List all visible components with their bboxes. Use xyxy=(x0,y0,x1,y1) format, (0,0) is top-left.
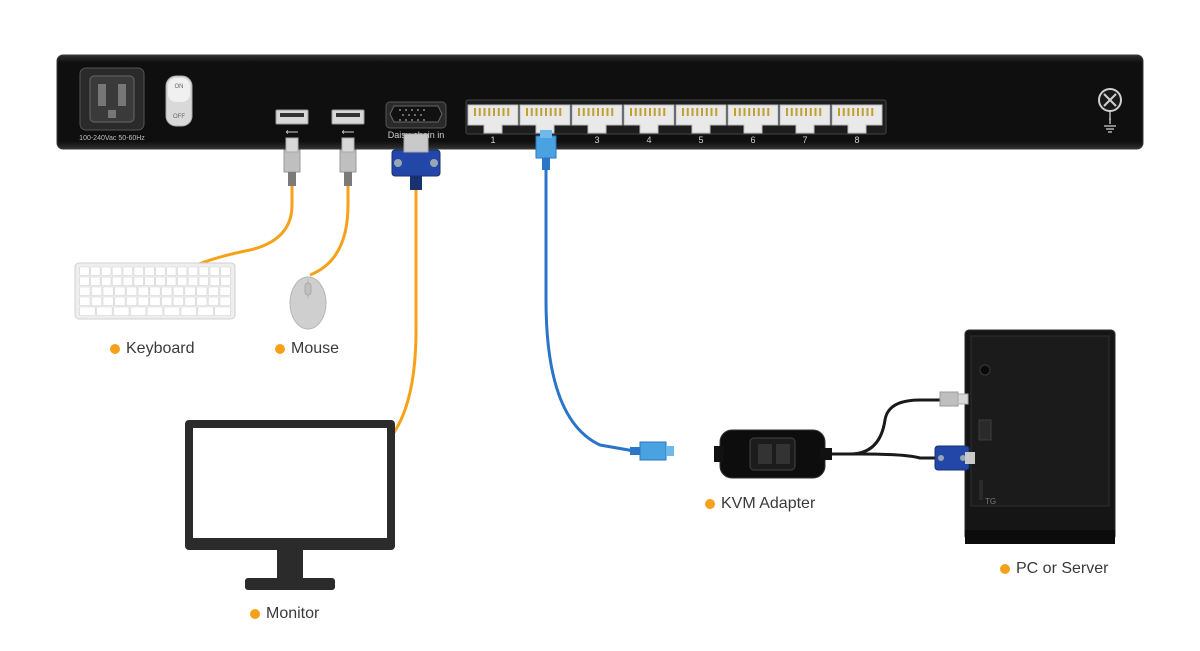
svg-text:6: 6 xyxy=(750,135,755,145)
cable-lan xyxy=(546,140,640,452)
monitor-icon xyxy=(185,420,395,590)
label-kvm: KVM Adapter xyxy=(705,495,815,513)
usb-plug-mouse xyxy=(340,138,356,186)
svg-text:TG: TG xyxy=(985,497,996,506)
label-keyboard-text: Keyboard xyxy=(126,340,195,358)
rj45-plug-bottom xyxy=(630,442,674,460)
svg-text:⟵: ⟵ xyxy=(286,127,299,137)
kvm-adapter-icon xyxy=(714,430,832,478)
svg-text:OFF: OFF xyxy=(173,114,185,120)
pc-icon: TG xyxy=(965,330,1115,544)
svg-text:3: 3 xyxy=(594,135,599,145)
svg-text:1: 1 xyxy=(490,135,495,145)
label-mouse-text: Mouse xyxy=(291,340,339,358)
usb-plug-keyboard xyxy=(284,138,300,186)
vga-plug-pc xyxy=(935,446,975,470)
bullet-icon xyxy=(275,344,285,354)
label-pc: PC or Server xyxy=(1000,560,1108,578)
label-kvm-text: KVM Adapter xyxy=(721,495,815,513)
svg-text:8: 8 xyxy=(854,135,859,145)
rj45-plug-top xyxy=(536,130,556,170)
label-monitor: Monitor xyxy=(250,605,319,623)
svg-text:⟵: ⟵ xyxy=(342,127,355,137)
keyboard-icon xyxy=(75,263,235,319)
mouse-icon xyxy=(290,277,326,329)
power-label: 100-240Vac 50-60Hz xyxy=(79,135,145,142)
diagram-canvas: 100-240Vac 50-60Hz ON OFF ⟵ ⟵ xyxy=(0,0,1200,651)
bullet-icon xyxy=(250,609,260,619)
toggle-switch: ON OFF xyxy=(166,76,192,126)
svg-text:5: 5 xyxy=(698,135,703,145)
label-pc-text: PC or Server xyxy=(1016,560,1108,578)
label-keyboard: Keyboard xyxy=(110,340,195,358)
svg-text:4: 4 xyxy=(646,135,651,145)
bullet-icon xyxy=(110,344,120,354)
label-mouse: Mouse xyxy=(275,340,339,358)
bullet-icon xyxy=(705,499,715,509)
svg-text:7: 7 xyxy=(802,135,807,145)
usb-plug-pc xyxy=(940,392,968,406)
cable-kvm-vga xyxy=(825,454,948,458)
label-monitor-text: Monitor xyxy=(266,605,319,623)
bullet-icon xyxy=(1000,564,1010,574)
kvm-switch: 100-240Vac 50-60Hz ON OFF ⟵ ⟵ xyxy=(57,55,1143,149)
svg-text:ON: ON xyxy=(175,84,184,90)
